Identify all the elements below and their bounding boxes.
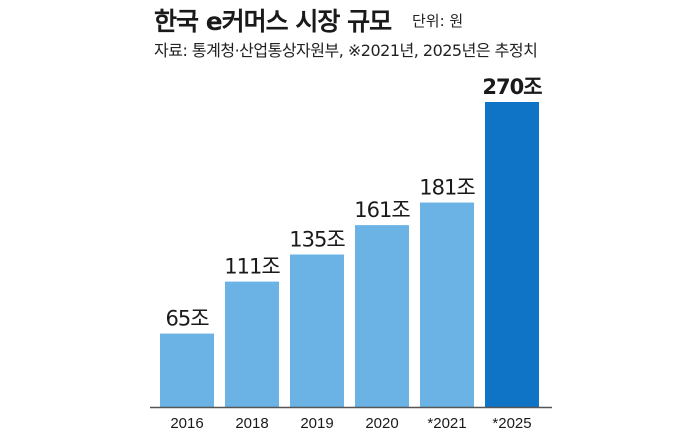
- source-note: 자료: 통계청·산업통상자원부, ※2021년, 2025년은 추정치: [154, 41, 538, 60]
- chart-title: 한국 e커머스 시장 규모: [154, 7, 392, 36]
- category-label: 2020: [365, 415, 398, 432]
- bar-2019: [290, 254, 344, 407]
- value-label: 111조: [224, 255, 280, 279]
- value-label: 65조: [165, 307, 209, 331]
- value-label: 270조: [482, 75, 542, 99]
- unit-label: 단위: 원: [412, 12, 464, 30]
- value-label: 181조: [419, 176, 475, 200]
- category-label: 2019: [300, 415, 333, 432]
- category-label: 2016: [170, 415, 203, 432]
- bar-2016: [160, 333, 214, 407]
- value-label: 135조: [289, 228, 345, 252]
- bar-2018: [225, 281, 279, 407]
- bar-est-2021: [420, 202, 474, 407]
- value-label: 161조: [354, 198, 410, 222]
- category-label: 2018: [235, 415, 268, 432]
- bar-2020: [355, 225, 409, 407]
- bar-est-2025: [485, 102, 539, 407]
- category-label: *2025: [492, 415, 531, 432]
- category-label: *2021: [427, 415, 466, 432]
